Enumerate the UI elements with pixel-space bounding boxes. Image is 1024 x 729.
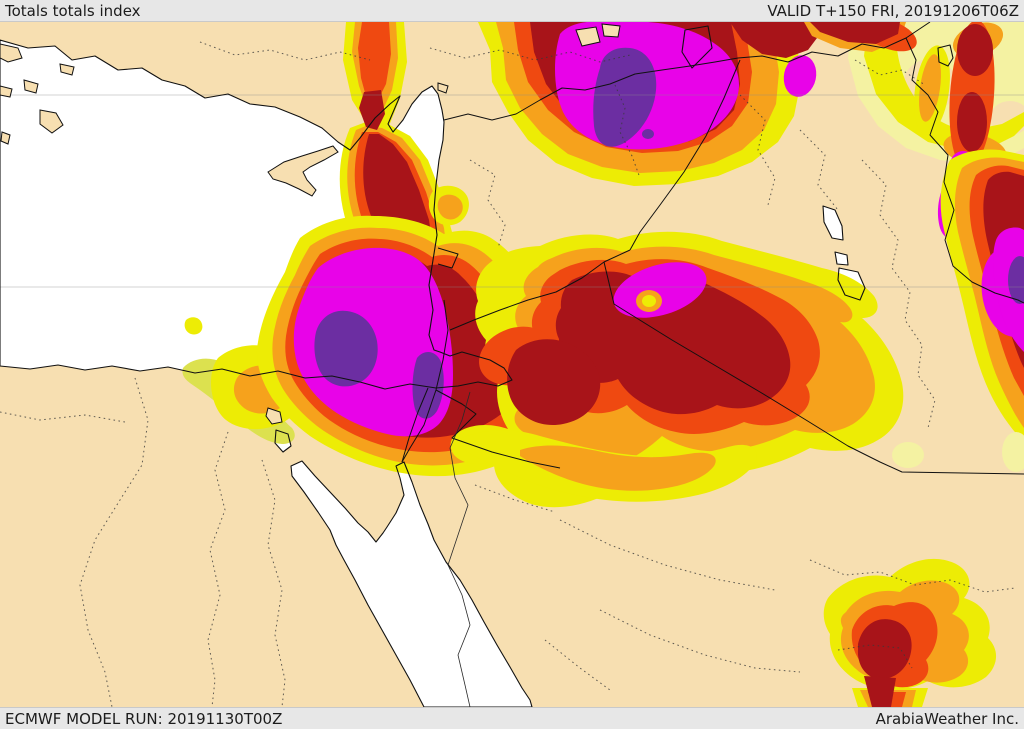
islands-shape: [0, 131, 11, 145]
country-borders-shape: [443, 43, 885, 121]
admin-borders-shape: [0, 411, 126, 423]
country-borders-shape: [603, 261, 631, 315]
country-borders-shape: [435, 389, 561, 469]
contour-system-levant-shape: [437, 194, 463, 220]
contour-system-north-shape: [730, 22, 820, 58]
validity-timestamp: VALID T+150 FRI, 20191206T06Z: [767, 1, 1019, 20]
contour-system-levant-shape: [412, 352, 444, 419]
contour-system-north-shape: [642, 129, 654, 139]
admin-borders-shape: [469, 159, 506, 249]
contour-system-levant-shape: [184, 317, 203, 335]
contour-system-central-shape: [642, 295, 656, 307]
contour-system-southeast-shape: [857, 619, 912, 679]
admin-borders-shape: [559, 519, 776, 591]
turkey-lake: [575, 26, 601, 47]
islands-shape: [23, 79, 39, 94]
country-borders-shape: [629, 59, 741, 251]
contour-system-central-shape: [520, 445, 716, 491]
admin-borders-shape: [199, 41, 371, 61]
admin-borders-shape: [261, 459, 286, 707]
admin-borders-shape: [474, 484, 556, 513]
country-borders: [401, 22, 1024, 707]
admin-borders-shape: [854, 59, 926, 86]
admin-borders-shape: [809, 559, 1016, 593]
islands-shape: [265, 407, 283, 425]
graticule: [0, 94, 1024, 288]
contour-system-north-shape: [593, 47, 657, 147]
contour-system-levant-shape: [359, 90, 385, 130]
country-borders-shape: [883, 37, 1024, 304]
contour-system-northeast-shape: [957, 24, 993, 76]
admin-borders: [0, 41, 1016, 707]
header-bar: Totals totals index VALID T+150 FRI, 201…: [0, 0, 1024, 22]
country-borders-shape: [629, 313, 1024, 475]
admin-borders-shape: [799, 129, 839, 211]
contour-system-east-band: [892, 149, 1024, 472]
contour-system-east-band-shape: [1002, 432, 1024, 472]
contour-system-northeast-shape: [957, 92, 987, 152]
islands-shape: [59, 63, 75, 76]
page-title: Totals totals index: [5, 1, 141, 20]
contour-system-central-shape: [555, 271, 791, 415]
admin-borders-shape: [429, 47, 631, 63]
country-borders-shape: [437, 247, 459, 269]
admin-borders-shape: [861, 159, 936, 429]
country-borders-shape: [401, 387, 429, 463]
contour-system-east-band-shape: [1008, 256, 1024, 304]
contour-system-southeast: [823, 558, 997, 707]
map-canvas: [0, 22, 1024, 707]
model-run-label: ECMWF MODEL RUN: 20191130T00Z: [5, 709, 283, 728]
admin-borders-shape: [599, 609, 801, 673]
contour-system-central-shape: [507, 339, 601, 426]
country-borders-shape: [449, 249, 631, 331]
cyprus-island: [267, 145, 339, 197]
contour-system-northeast-shape: [864, 22, 1024, 150]
contour-system-north-shape: [783, 55, 817, 97]
contour-system-central: [450, 231, 904, 508]
contour-system-southeast-shape: [864, 676, 896, 707]
islands-shape: [0, 85, 13, 98]
islands-shape: [0, 43, 23, 63]
admin-borders-shape: [207, 431, 229, 707]
turkey-lake: [601, 23, 621, 38]
admin-borders-shape: [837, 644, 913, 669]
contour-system-northeast-shape: [810, 22, 900, 44]
footer-bar: ECMWF MODEL RUN: 20191130T00Z ArabiaWeat…: [0, 707, 1024, 729]
rhodes-island: [39, 109, 64, 134]
branding-label: ArabiaWeather Inc.: [875, 709, 1019, 728]
admin-borders-shape: [79, 377, 149, 707]
contour-system-levant-shape: [358, 22, 391, 104]
islands: [0, 23, 621, 425]
contour-system-northeast-shape: [919, 54, 941, 122]
weather-map: [0, 22, 1024, 707]
islands-shape: [437, 82, 449, 94]
contour-system-levant-shape: [314, 310, 378, 387]
contour-system-north: [478, 22, 820, 186]
country-borders-shape: [905, 22, 931, 39]
contour-system-east-band-shape: [892, 442, 924, 468]
nile-river: [447, 391, 471, 707]
admin-borders-shape: [739, 94, 776, 206]
